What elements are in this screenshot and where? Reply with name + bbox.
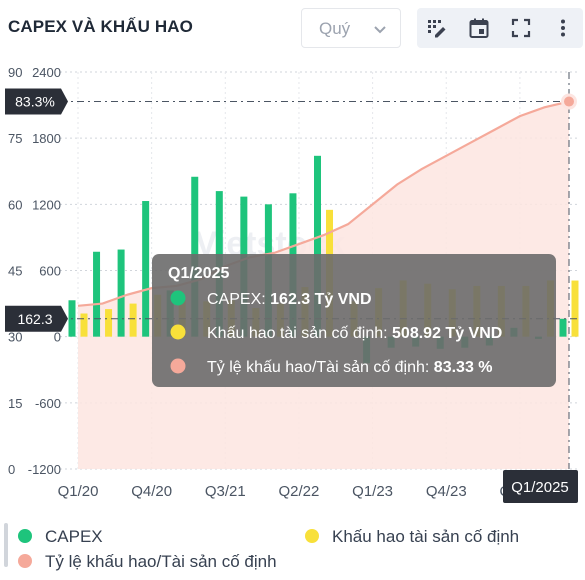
legend-label-capex: CAPEX bbox=[45, 527, 103, 546]
x-axis-tick-label: Q4/23 bbox=[426, 483, 467, 500]
x-axis-tick-label: Q1/20 bbox=[58, 483, 99, 500]
period-select[interactable]: Quý bbox=[301, 8, 401, 48]
bar-depreciation bbox=[129, 303, 137, 337]
bar-capex bbox=[314, 155, 321, 337]
right-axis-tick-label: 600 bbox=[39, 264, 61, 279]
chart-title: CAPEX VÀ KHẤU HAO bbox=[8, 17, 193, 36]
left-axis-tick-label: 0 bbox=[8, 462, 15, 477]
legend-label-ratio: Tỷ lệ khấu hao/Tài sản cố định bbox=[45, 552, 277, 571]
x-axis-tick-label: Q1/23 bbox=[352, 483, 393, 500]
legend-item-ratio[interactable]: Tỷ lệ khấu hao/Tài sản cố định bbox=[18, 552, 277, 572]
legend-item-depreciation[interactable]: Khấu hao tài sản cố định bbox=[305, 527, 519, 547]
crosshair-ratio-label-text: 83.3% bbox=[15, 94, 55, 110]
bar-depreciation bbox=[105, 309, 113, 337]
crosshair-category-label-bg bbox=[503, 470, 578, 503]
chart-legend: CAPEX Khấu hao tài sản cố định Tỷ lệ khấ… bbox=[0, 518, 585, 580]
tooltip: Q1/2025 CAPEX: 162.3 Tỷ VND Khấu hao tài s… bbox=[152, 254, 556, 387]
left-axis-tick-label: 90 bbox=[8, 65, 22, 80]
tooltip-row-value: 83.33 % bbox=[434, 359, 493, 376]
tooltip-row-label: Khấu hao tài sản cố định: bbox=[207, 325, 392, 342]
right-axis-tick-label: 2400 bbox=[32, 65, 61, 80]
right-axis-tick-label: 0 bbox=[54, 330, 61, 345]
bar-capex bbox=[559, 318, 567, 337]
legend-swatch-ratio bbox=[18, 554, 32, 568]
x-axis-tick-label: Q4/20 bbox=[131, 483, 172, 500]
tooltip-row-label: CAPEX: bbox=[207, 291, 270, 308]
legend-divider bbox=[4, 523, 8, 567]
left-axis-tick-label: 60 bbox=[8, 197, 22, 212]
crosshair-point bbox=[561, 93, 577, 110]
left-axis-tick-label: 45 bbox=[8, 264, 22, 279]
bar-depreciation bbox=[571, 280, 579, 337]
chart-settings-icon[interactable] bbox=[426, 17, 448, 39]
chevron-down-icon bbox=[374, 26, 386, 34]
tooltip-dot bbox=[170, 358, 186, 374]
tooltip-row-value: 162.3 Tỷ VND bbox=[270, 291, 371, 308]
left-axis-tick-label: 75 bbox=[8, 131, 22, 146]
crosshair-value-label: 162.3 bbox=[5, 305, 68, 332]
crosshair-ratio-label: 83.3% bbox=[5, 88, 68, 115]
period-select-value: Quý bbox=[319, 19, 351, 38]
more-vertical-icon[interactable] bbox=[552, 17, 574, 39]
legend-swatch-capex bbox=[18, 529, 32, 543]
tooltip-row: CAPEX: 162.3 Tỷ VND bbox=[207, 291, 372, 308]
tooltip-row: Khấu hao tài sản cố định: 508.92 Tỷ VND bbox=[207, 325, 502, 342]
x-axis-tick-label: Q3/21 bbox=[205, 483, 246, 500]
tooltip-dot bbox=[170, 324, 186, 340]
left-axis-tick-label: 15 bbox=[8, 396, 22, 411]
bar-capex bbox=[142, 201, 150, 337]
bar-depreciation bbox=[80, 313, 88, 337]
fullscreen-icon[interactable] bbox=[510, 17, 532, 39]
bar-capex bbox=[93, 251, 101, 337]
tooltip-bg bbox=[152, 254, 556, 387]
crosshair-ratio-label-bg bbox=[5, 88, 68, 115]
crosshair-value-label-bg bbox=[5, 305, 68, 332]
crosshair-category-label-text: Q1/2025 bbox=[511, 479, 569, 496]
left-axis-tick-label: 30 bbox=[8, 330, 22, 345]
crosshair-category-label: Q1/2025 bbox=[503, 470, 578, 503]
right-axis-tick-label: 1800 bbox=[32, 131, 61, 146]
x-axis-tick-label: Q2/22 bbox=[279, 483, 320, 500]
tooltip-row-value: 508.92 Tỷ VND bbox=[392, 325, 502, 342]
tooltip-row-label: Tỷ lệ khấu hao/Tài sản cố định: bbox=[207, 359, 434, 376]
legend-swatch-depreciation bbox=[305, 529, 319, 543]
right-axis-tick-label: -1200 bbox=[28, 462, 61, 477]
tooltip-row: Tỷ lệ khấu hao/Tài sản cố định: 83.33 % bbox=[207, 359, 493, 376]
chart-plot: Vietstock 0-120015-600300456006012007518… bbox=[5, 65, 580, 503]
right-axis-tick-label: 1200 bbox=[32, 197, 61, 212]
legend-item-capex[interactable]: CAPEX bbox=[18, 527, 103, 547]
bar-capex bbox=[117, 249, 125, 337]
legend-label-depreciation: Khấu hao tài sản cố định bbox=[332, 527, 520, 546]
crosshair-value-label-text: 162.3 bbox=[17, 311, 52, 327]
chart-toolbar bbox=[417, 8, 583, 48]
tooltip-dot bbox=[170, 290, 186, 306]
right-axis-tick-label: -600 bbox=[35, 396, 61, 411]
tooltip-title: Q1/2025 bbox=[168, 265, 229, 282]
calendar-icon[interactable] bbox=[468, 17, 490, 39]
